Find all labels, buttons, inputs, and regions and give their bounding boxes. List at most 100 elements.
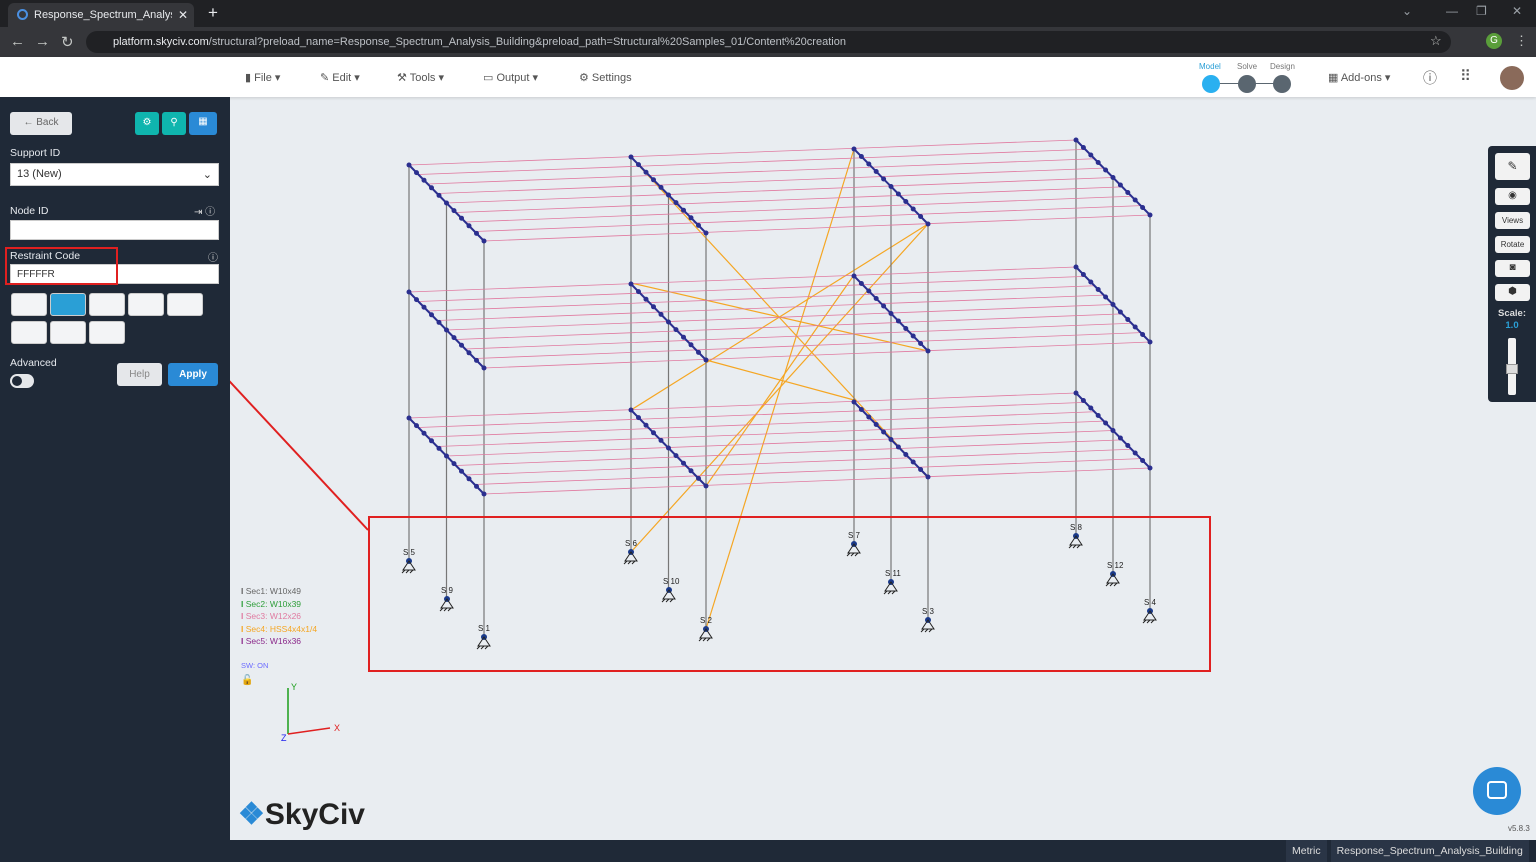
node[interactable] xyxy=(1132,197,1138,203)
bookmark-star-icon[interactable]: ☆ xyxy=(1430,33,1442,48)
node[interactable] xyxy=(681,460,686,466)
edit-pencil-icon[interactable]: ✎ xyxy=(1495,153,1530,180)
node[interactable] xyxy=(429,185,434,191)
floor-beam[interactable] xyxy=(437,294,1104,321)
pin-support-icon[interactable] xyxy=(920,619,935,633)
node[interactable] xyxy=(451,335,457,341)
node[interactable] xyxy=(421,177,427,183)
node[interactable] xyxy=(636,162,641,168)
roller-support-button[interactable] xyxy=(89,293,125,316)
node[interactable] xyxy=(866,161,872,167)
tools-menu[interactable]: ⚒ Tools ▾ xyxy=(397,72,444,84)
node[interactable] xyxy=(1140,205,1146,210)
node[interactable] xyxy=(673,327,679,333)
node[interactable] xyxy=(881,429,887,435)
profile-icon[interactable]: G xyxy=(1486,33,1502,49)
apply-button[interactable]: Apply xyxy=(168,363,218,386)
node[interactable] xyxy=(666,319,671,325)
floor-beam[interactable] xyxy=(446,304,1114,331)
node[interactable] xyxy=(895,444,901,450)
support-tool-icon[interactable]: ⚙ xyxy=(135,112,159,135)
node[interactable] xyxy=(851,399,857,405)
pin-support-icon[interactable] xyxy=(661,589,676,603)
node[interactable] xyxy=(696,222,701,228)
node[interactable] xyxy=(436,445,442,451)
node[interactable] xyxy=(910,333,916,339)
node[interactable] xyxy=(688,215,694,221)
model-step-button[interactable] xyxy=(1202,75,1220,93)
node[interactable] xyxy=(421,304,427,310)
close-window-button[interactable]: ✕ xyxy=(1512,4,1523,18)
node[interactable] xyxy=(925,474,931,480)
annotation-box[interactable] xyxy=(368,516,1211,672)
support-id-select[interactable]: 13 (New) ⌄ xyxy=(10,163,219,186)
node[interactable] xyxy=(459,342,464,348)
restore-button[interactable]: ❐ xyxy=(1476,4,1487,18)
floor-beam[interactable] xyxy=(465,448,1132,476)
node[interactable] xyxy=(474,230,479,236)
table-icon[interactable]: ▦ xyxy=(189,112,217,135)
node[interactable] xyxy=(414,297,419,303)
edit-menu[interactable]: ✎ Edit ▾ xyxy=(320,72,360,84)
pin-support-icon[interactable] xyxy=(476,636,491,650)
pin-support-icon[interactable] xyxy=(439,598,454,612)
node[interactable] xyxy=(1095,287,1101,292)
node[interactable] xyxy=(451,461,457,467)
floor-beam[interactable] xyxy=(418,148,1086,175)
browser-tab[interactable]: Response_Spectrum_Analysis_Bu ✕ xyxy=(8,3,194,27)
node[interactable] xyxy=(1073,264,1079,270)
model-viewport[interactable]: S 1 S 2 S 3 S 4 S 5 S 6 S 7 S 8 S 9 S 10 S 11 S 12 X… xyxy=(120,97,1536,840)
rotational-spring-support-button[interactable] xyxy=(50,321,86,344)
node[interactable] xyxy=(466,350,472,356)
node[interactable] xyxy=(406,415,412,421)
views-button[interactable]: Views xyxy=(1495,212,1530,229)
floor-beam[interactable] xyxy=(474,458,1141,485)
node[interactable] xyxy=(858,154,864,159)
3d-roller-support-button[interactable] xyxy=(89,321,125,344)
3d-cube-icon[interactable]: ⬢ xyxy=(1495,284,1530,301)
node[interactable] xyxy=(481,238,487,244)
apps-grid-icon[interactable]: ⠿ xyxy=(1460,68,1471,85)
node[interactable] xyxy=(673,200,679,206)
advanced-toggle[interactable] xyxy=(10,374,34,388)
node[interactable] xyxy=(1147,465,1153,471)
node[interactable] xyxy=(658,184,664,190)
node[interactable] xyxy=(444,453,449,459)
node[interactable] xyxy=(858,407,864,412)
node[interactable] xyxy=(1117,309,1123,315)
node[interactable] xyxy=(444,200,449,206)
file-menu[interactable]: ▮ File ▾ xyxy=(245,72,281,84)
back-button[interactable]: ← Back xyxy=(10,112,72,135)
floor-beam[interactable] xyxy=(437,420,1104,447)
node[interactable] xyxy=(703,357,709,363)
info-icon[interactable]: ⓘ xyxy=(208,253,218,264)
node[interactable] xyxy=(910,459,916,465)
node[interactable] xyxy=(1080,272,1086,277)
units-indicator[interactable]: Metric xyxy=(1286,840,1327,862)
node[interactable] xyxy=(903,326,909,331)
node[interactable] xyxy=(1140,332,1146,337)
node[interactable] xyxy=(658,311,664,317)
lock-icon[interactable]: 🔓 xyxy=(241,675,254,686)
node[interactable] xyxy=(918,341,924,346)
brace-member[interactable] xyxy=(630,223,929,553)
pin-support-icon[interactable] xyxy=(698,628,713,642)
node-tool-icon[interactable]: ⚲ xyxy=(162,112,186,135)
node[interactable] xyxy=(866,288,872,294)
node[interactable] xyxy=(888,311,894,316)
node[interactable] xyxy=(1095,160,1101,165)
node[interactable] xyxy=(1088,279,1094,285)
chat-button[interactable] xyxy=(1473,767,1521,815)
node[interactable] xyxy=(1110,302,1116,307)
scale-slider[interactable] xyxy=(1506,338,1518,395)
node[interactable] xyxy=(851,273,857,279)
node[interactable] xyxy=(903,452,909,457)
node[interactable] xyxy=(703,230,709,236)
scale-slider-handle[interactable] xyxy=(1506,364,1518,374)
settings-menu[interactable]: ⚙ Settings xyxy=(579,72,632,84)
node[interactable] xyxy=(895,191,901,197)
node[interactable] xyxy=(696,349,701,355)
node[interactable] xyxy=(628,154,634,160)
node[interactable] xyxy=(651,177,656,183)
pin-support-icon[interactable] xyxy=(1105,573,1120,587)
